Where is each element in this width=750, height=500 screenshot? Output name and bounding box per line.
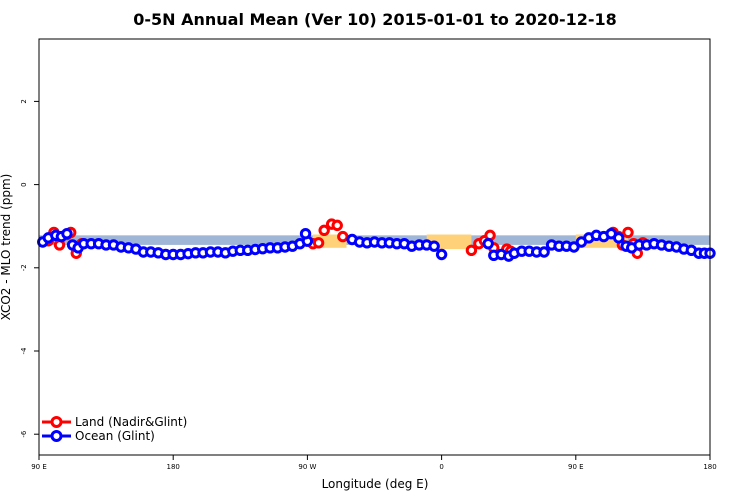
- y-tick-label: -6: [20, 430, 28, 438]
- y-tick-label: -4: [20, 347, 28, 355]
- y-tick-label: 2: [20, 99, 28, 103]
- ocean-point: [435, 248, 448, 261]
- ocean-point: [538, 246, 550, 258]
- legend-ocean-label: Ocean (Glint): [75, 429, 155, 443]
- land-point: [622, 226, 634, 239]
- land-point: [465, 244, 478, 257]
- y-axis-label: XCO2 - MLO trend (ppm): [0, 174, 13, 321]
- points-layer: [37, 218, 716, 262]
- ocean-point: [61, 227, 73, 240]
- y-tick-label: 0: [20, 182, 28, 186]
- x-tick-label: 90 W: [298, 463, 316, 471]
- ocean-point: [482, 237, 494, 250]
- x-axis: 90 E 180 90 W 0 90 E 180: [31, 455, 717, 471]
- x-axis-label: Longitude (deg E): [322, 477, 429, 491]
- plot-frame: [38, 38, 711, 456]
- land-point: [337, 230, 349, 243]
- x-tick-label: 180: [703, 463, 716, 471]
- ocean-point: [428, 240, 440, 252]
- legend-land-marker: [50, 416, 63, 428]
- legend-land-label: Land (Nadir&Glint): [75, 415, 187, 429]
- legend: Land (Nadir&Glint) Ocean (Glint): [42, 415, 187, 443]
- x-tick-label: 0: [439, 463, 443, 471]
- y-tick-label: -2: [20, 264, 28, 271]
- land-point: [318, 224, 330, 237]
- x-tick-label: 90 E: [568, 463, 584, 471]
- land-point: [312, 237, 325, 249]
- y-axis: 2 0 -2 -4 -6: [20, 99, 39, 438]
- land-point: [331, 219, 343, 232]
- ocean-point: [568, 241, 580, 253]
- x-tick-label: 180: [167, 463, 180, 471]
- chart-title: 0-5N Annual Mean (Ver 10) 2015-01-01 to …: [133, 10, 617, 29]
- legend-ocean-marker: [50, 430, 63, 442]
- ocean-point: [612, 232, 625, 244]
- x-tick-label: 90 E: [31, 463, 47, 471]
- ocean-point: [299, 227, 312, 240]
